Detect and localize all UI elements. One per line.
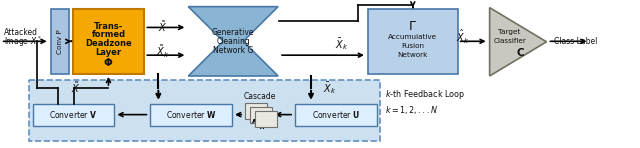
Text: Converter $\mathbf{W}$: Converter $\mathbf{W}$ (166, 109, 216, 120)
Text: Trans-: Trans- (94, 22, 123, 31)
Text: Image $X^*$: Image $X^*$ (4, 34, 41, 49)
FancyBboxPatch shape (295, 104, 377, 126)
Text: Class Label: Class Label (554, 37, 598, 46)
FancyBboxPatch shape (51, 9, 68, 74)
FancyBboxPatch shape (255, 111, 277, 127)
Polygon shape (188, 7, 278, 76)
Text: Conv P: Conv P (56, 29, 63, 54)
Text: $k$-th Feedback Loop: $k$-th Feedback Loop (385, 88, 465, 101)
Text: $\tilde{X}$: $\tilde{X}$ (71, 80, 80, 95)
Text: $\tilde{X}_k$: $\tilde{X}_k$ (156, 43, 169, 60)
FancyBboxPatch shape (72, 9, 145, 74)
Text: $\hat{X}_k$: $\hat{X}_k$ (456, 28, 469, 46)
Text: $\bar{X}_k$: $\bar{X}_k$ (323, 80, 337, 96)
Text: Layer: Layer (95, 48, 122, 57)
Text: Deadzone: Deadzone (85, 39, 132, 48)
Text: Attacked: Attacked (4, 28, 38, 37)
Text: $k = 1,2,...N$: $k = 1,2,...N$ (385, 104, 438, 116)
Text: Classifier: Classifier (493, 38, 526, 44)
Text: Cascade: Cascade (244, 92, 276, 101)
Text: Cleaning: Cleaning (216, 37, 250, 46)
Text: Fusion: Fusion (401, 43, 424, 49)
Text: $\tilde{X}$: $\tilde{X}$ (157, 19, 167, 34)
FancyBboxPatch shape (245, 103, 267, 119)
Text: $\mathbf{C}$: $\mathbf{C}$ (516, 46, 525, 58)
Text: $\Gamma$: $\Gamma$ (408, 20, 417, 33)
Text: formed: formed (92, 30, 125, 39)
FancyBboxPatch shape (368, 9, 458, 74)
Text: Converter $\mathbf{V}$: Converter $\mathbf{V}$ (49, 109, 98, 120)
Text: $\bar{X}_k$: $\bar{X}_k$ (335, 36, 349, 52)
Text: Generative: Generative (212, 28, 255, 37)
Polygon shape (490, 8, 547, 76)
Text: Converter $\mathbf{U}$: Converter $\mathbf{U}$ (312, 109, 360, 120)
Text: Accumulative: Accumulative (388, 34, 437, 40)
FancyBboxPatch shape (250, 107, 272, 123)
FancyBboxPatch shape (33, 104, 115, 126)
FancyBboxPatch shape (150, 104, 232, 126)
Text: Target: Target (499, 29, 521, 35)
Text: Network: Network (397, 52, 428, 58)
Text: Network G: Network G (213, 46, 253, 55)
Text: $\mathbf{\Phi}$: $\mathbf{\Phi}$ (103, 56, 113, 68)
FancyBboxPatch shape (29, 80, 380, 141)
